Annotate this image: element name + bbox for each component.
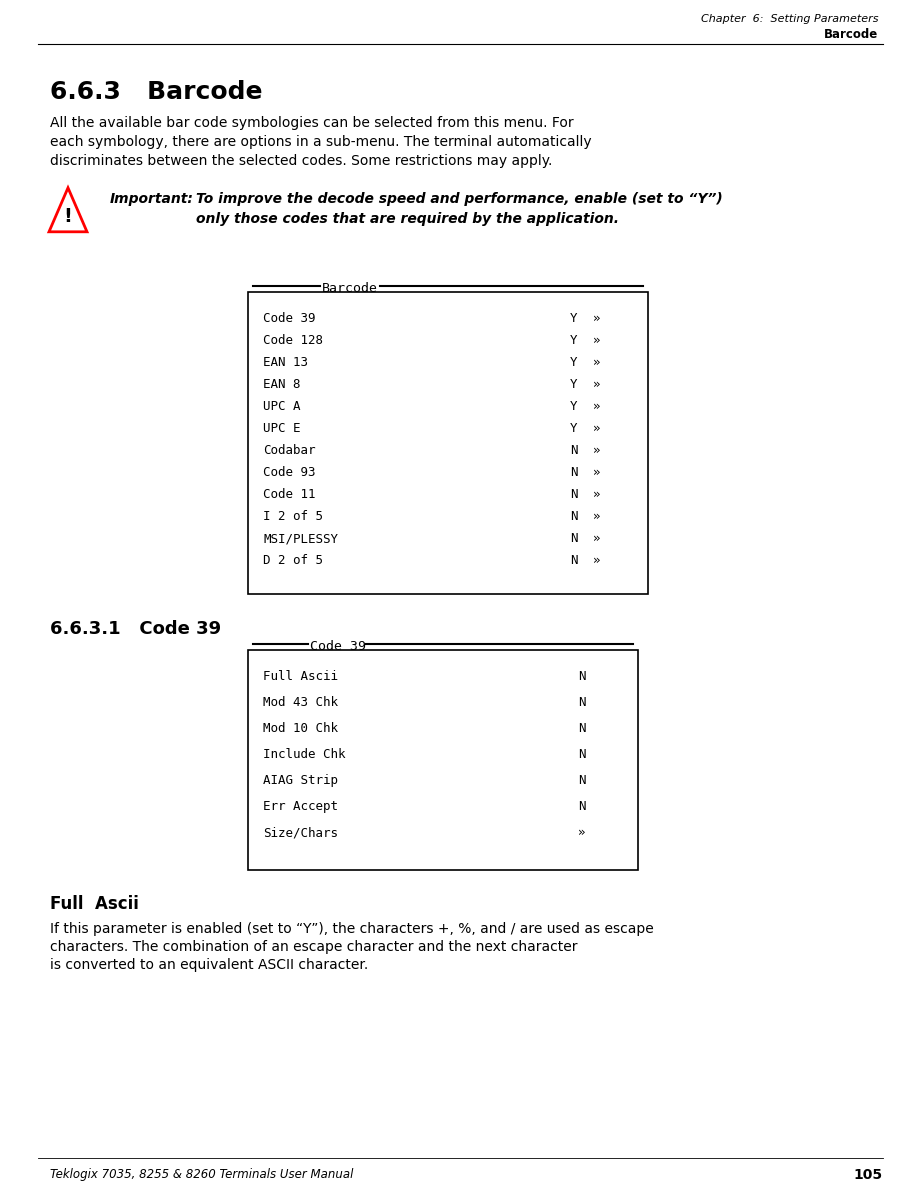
Text: N: N (578, 695, 586, 709)
Text: N: N (570, 510, 577, 523)
Text: Barcode: Barcode (322, 282, 378, 294)
Text: Y: Y (570, 356, 577, 369)
Text: Barcode: Barcode (823, 28, 878, 41)
Text: N: N (570, 488, 577, 502)
Text: AIAG Strip: AIAG Strip (263, 774, 338, 786)
FancyBboxPatch shape (248, 292, 648, 594)
Text: Code 128: Code 128 (263, 334, 323, 347)
Text: Y: Y (570, 378, 577, 391)
Text: Chapter  6:  Setting Parameters: Chapter 6: Setting Parameters (701, 14, 878, 24)
Text: »: » (593, 312, 600, 326)
Text: Teklogix 7035, 8255 & 8260 Terminals User Manual: Teklogix 7035, 8255 & 8260 Terminals Use… (50, 1168, 354, 1181)
Text: »: » (593, 378, 600, 391)
Text: If this parameter is enabled (set to “Y”), the characters +, %, and / are used a: If this parameter is enabled (set to “Y”… (50, 922, 654, 936)
Text: UPC E: UPC E (263, 423, 300, 435)
Text: 6.6.3   Barcode: 6.6.3 Barcode (50, 80, 262, 104)
Text: Mod 10 Chk: Mod 10 Chk (263, 722, 338, 735)
Text: »: » (593, 334, 600, 347)
Text: Y: Y (570, 423, 577, 435)
Text: N: N (578, 800, 586, 813)
Text: »: » (593, 531, 600, 545)
Text: Y: Y (570, 400, 577, 413)
Text: Codabar: Codabar (263, 444, 316, 457)
Text: »: » (593, 423, 600, 435)
Text: I 2 of 5: I 2 of 5 (263, 510, 323, 523)
Text: Code 93: Code 93 (263, 466, 316, 479)
Text: only those codes that are required by the application.: only those codes that are required by th… (196, 212, 619, 226)
Text: »: » (593, 488, 600, 502)
Text: N: N (578, 748, 586, 761)
Text: To improve the decode speed and performance, enable (set to “Y”): To improve the decode speed and performa… (196, 192, 723, 206)
Text: N: N (570, 444, 577, 457)
Text: each symbology, there are options in a sub-menu. The terminal automatically: each symbology, there are options in a s… (50, 135, 591, 148)
Text: D 2 of 5: D 2 of 5 (263, 554, 323, 567)
Text: Size/Chars: Size/Chars (263, 826, 338, 839)
Text: Code 39: Code 39 (263, 312, 316, 326)
Text: »: » (593, 444, 600, 457)
FancyBboxPatch shape (248, 650, 638, 870)
Text: is converted to an equivalent ASCII character.: is converted to an equivalent ASCII char… (50, 958, 368, 972)
Text: UPC A: UPC A (263, 400, 300, 413)
Text: Mod 43 Chk: Mod 43 Chk (263, 695, 338, 709)
Text: N: N (570, 554, 577, 567)
Text: Err Accept: Err Accept (263, 800, 338, 813)
Text: N: N (570, 531, 577, 545)
Text: »: » (593, 400, 600, 413)
Text: 6.6.3.1   Code 39: 6.6.3.1 Code 39 (50, 620, 221, 638)
Text: Important:: Important: (110, 192, 194, 206)
Text: Y: Y (570, 334, 577, 347)
Text: Include Chk: Include Chk (263, 748, 345, 761)
Text: Code 39: Code 39 (310, 640, 366, 654)
Text: N: N (578, 670, 586, 683)
Text: Y: Y (570, 312, 577, 326)
Text: 105: 105 (854, 1168, 883, 1181)
Text: N: N (578, 722, 586, 735)
Text: »: » (593, 554, 600, 567)
Text: !: ! (64, 207, 73, 225)
Text: Code 11: Code 11 (263, 488, 316, 502)
Text: »: » (578, 826, 586, 839)
Text: »: » (593, 466, 600, 479)
Text: »: » (593, 510, 600, 523)
Text: N: N (570, 466, 577, 479)
Text: N: N (578, 774, 586, 786)
Text: EAN 13: EAN 13 (263, 356, 308, 369)
Text: »: » (593, 356, 600, 369)
Text: All the available bar code symbologies can be selected from this menu. For: All the available bar code symbologies c… (50, 116, 574, 130)
Text: Full Ascii: Full Ascii (263, 670, 338, 683)
Text: Full  Ascii: Full Ascii (50, 895, 139, 913)
Text: EAN 8: EAN 8 (263, 378, 300, 391)
Text: characters. The combination of an escape character and the next character: characters. The combination of an escape… (50, 940, 577, 954)
Polygon shape (49, 188, 87, 232)
Text: discriminates between the selected codes. Some restrictions may apply.: discriminates between the selected codes… (50, 154, 553, 168)
Text: MSI/PLESSY: MSI/PLESSY (263, 531, 338, 545)
